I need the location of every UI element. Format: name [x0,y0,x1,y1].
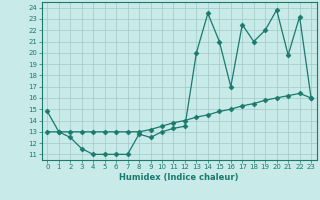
X-axis label: Humidex (Indice chaleur): Humidex (Indice chaleur) [119,173,239,182]
